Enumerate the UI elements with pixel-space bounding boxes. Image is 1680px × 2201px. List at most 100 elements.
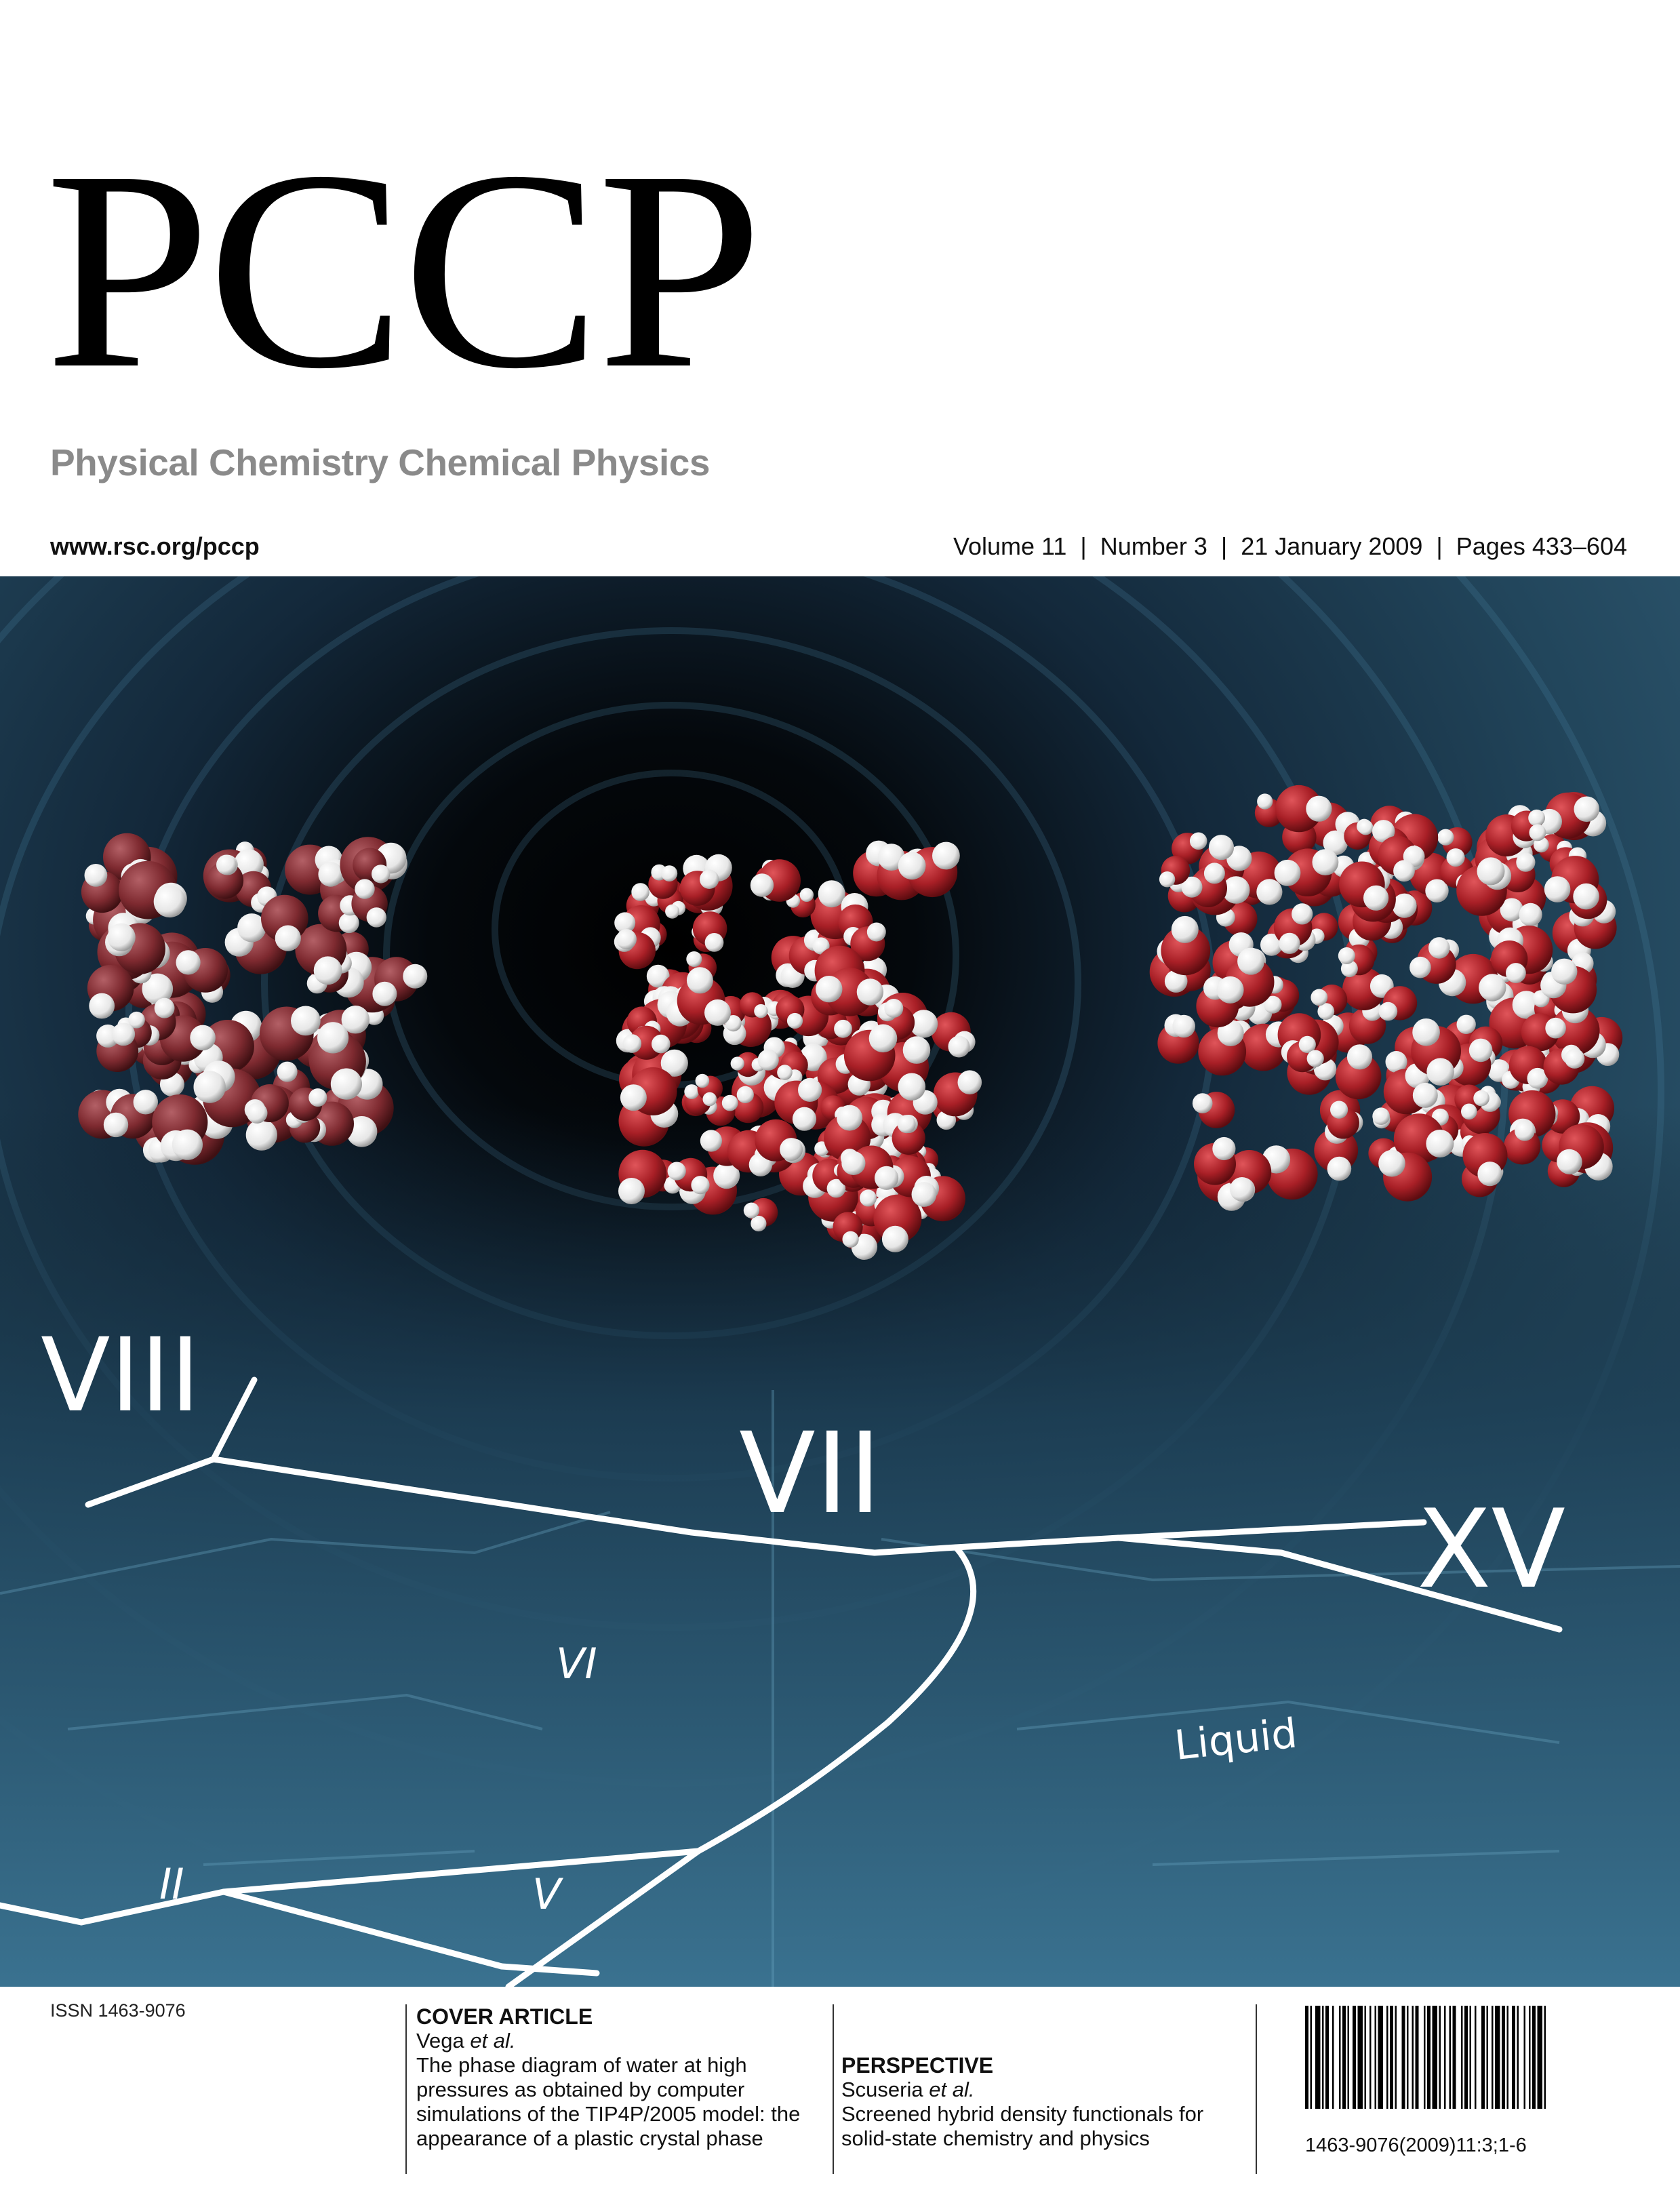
hydrogen-atom bbox=[84, 864, 108, 887]
hydrogen-atom bbox=[777, 1065, 793, 1080]
hydrogen-atom bbox=[860, 1189, 877, 1207]
hydrogen-atom bbox=[372, 865, 391, 884]
journal-url[interactable]: www.rsc.org/pccp bbox=[50, 532, 260, 560]
cover-article-heading: COVER ARTICLE bbox=[416, 2004, 593, 2029]
hydrogen-atom bbox=[1164, 970, 1188, 993]
hydrogen-atom bbox=[317, 1022, 349, 1054]
hydrogen-atom bbox=[133, 1090, 158, 1115]
barcode-bar bbox=[1502, 2006, 1505, 2109]
hydrogen-atom bbox=[142, 973, 174, 1005]
hydrogen-atom bbox=[1516, 852, 1536, 872]
barcode-bar bbox=[1325, 2006, 1329, 2109]
barcode-bar bbox=[1424, 2006, 1426, 2109]
author-etal: et al. bbox=[929, 2078, 975, 2101]
barcode-bar bbox=[1464, 2006, 1468, 2109]
hydrogen-atom bbox=[275, 925, 301, 951]
hydrogen-atom bbox=[313, 956, 342, 985]
barcode-bar bbox=[1353, 2006, 1356, 2109]
hydrogen-atom bbox=[107, 923, 136, 951]
hydrogen-atom bbox=[1528, 809, 1546, 827]
barcode-bar bbox=[1529, 2006, 1531, 2109]
barcode-bar bbox=[1315, 2006, 1321, 2109]
hydrogen-atom bbox=[661, 865, 678, 881]
barcode-bar bbox=[1369, 2006, 1372, 2109]
hydrogen-atom bbox=[1426, 1130, 1454, 1157]
barcode-bar bbox=[1537, 2006, 1542, 2109]
hydrogen-atom bbox=[646, 964, 670, 988]
hydrogen-atom bbox=[318, 862, 344, 887]
hydrogen-atom bbox=[1544, 876, 1571, 903]
hydrogen-atom bbox=[291, 1006, 321, 1036]
hydrogen-atom bbox=[103, 1112, 129, 1138]
hydrogen-atom bbox=[1279, 932, 1300, 954]
hydrogen-atom bbox=[153, 885, 186, 918]
barcode-bar bbox=[1386, 2006, 1388, 2109]
hydrogen-atom bbox=[176, 950, 201, 975]
hydrogen-atom bbox=[1338, 947, 1355, 964]
hydrogen-atom bbox=[355, 879, 375, 899]
barcode-bar bbox=[1364, 2006, 1366, 2109]
hydrogen-atom bbox=[1527, 1067, 1548, 1089]
hydrogen-atom bbox=[1477, 1162, 1502, 1187]
ice-xv-cluster bbox=[1149, 785, 1623, 1211]
perspective-authors: Scuseria et al. bbox=[841, 2078, 1203, 2102]
hydrogen-atom bbox=[660, 1049, 688, 1077]
barcode-bar bbox=[1481, 2006, 1485, 2109]
hydrogen-atom bbox=[1256, 879, 1283, 905]
ice-viii-cluster bbox=[78, 833, 428, 1165]
barcode-bar bbox=[1390, 2006, 1393, 2109]
hydrogen-atom bbox=[346, 1116, 378, 1147]
hydrogen-atom bbox=[366, 907, 386, 928]
barcode-bar bbox=[1412, 2006, 1414, 2109]
hydrogen-atom bbox=[834, 1019, 852, 1038]
hydrogen-atom bbox=[1437, 829, 1454, 846]
oxygen-atom bbox=[629, 1025, 664, 1060]
hydrogen-atom bbox=[792, 1107, 817, 1131]
hydrogen-atom bbox=[652, 1034, 671, 1054]
barcode-bar bbox=[1401, 2006, 1405, 2109]
oxygen-atom bbox=[1161, 926, 1211, 976]
cover-article-title-line: The phase diagram of water at high bbox=[416, 2053, 747, 2077]
oxygen-atom bbox=[1454, 1084, 1484, 1114]
barcode-bar bbox=[1305, 2006, 1308, 2109]
hydrogen-atom bbox=[1574, 796, 1600, 822]
hydrogen-atom bbox=[691, 1176, 710, 1195]
barcode-bar bbox=[1339, 2006, 1341, 2109]
hydrogen-atom bbox=[818, 880, 845, 908]
hydrogen-atom bbox=[1446, 848, 1465, 867]
hydrogen-atom bbox=[1340, 960, 1358, 978]
hydrogen-atom bbox=[667, 1162, 686, 1181]
cover-article-block: COVER ARTICLE Vega et al. The phase diag… bbox=[416, 2004, 800, 2151]
hydrogen-atom bbox=[812, 937, 830, 955]
hydrogen-atom bbox=[713, 1162, 740, 1189]
barcode-bar bbox=[1444, 2006, 1446, 2109]
barcode-bar bbox=[1495, 2006, 1500, 2109]
hydrogen-atom bbox=[403, 964, 428, 989]
oxygen-atom bbox=[1551, 1006, 1600, 1055]
barcode-bar bbox=[1452, 2006, 1456, 2109]
hydrogen-atom bbox=[736, 1086, 754, 1103]
hydrogen-atom bbox=[277, 1061, 298, 1082]
hydrogen-atom bbox=[875, 1166, 899, 1190]
hydrogen-atom bbox=[1425, 879, 1449, 903]
hydrogen-atom bbox=[1292, 903, 1313, 925]
footer bbox=[0, 1987, 1680, 2201]
phase-label-v: V bbox=[532, 1869, 564, 1919]
hydrogen-atom bbox=[622, 1034, 642, 1053]
hydrogen-atom bbox=[730, 1056, 744, 1071]
hydrogen-atom bbox=[1557, 1149, 1582, 1174]
hydrogen-atom bbox=[877, 844, 905, 871]
cover-article-title-line: simulations of the TIP4P/2005 model: the bbox=[416, 2102, 801, 2126]
hydrogen-atom bbox=[721, 1094, 738, 1111]
hydrogen-atom bbox=[897, 1115, 916, 1134]
phase-label-vi: VI bbox=[556, 1639, 597, 1688]
hydrogen-atom bbox=[898, 852, 926, 880]
hydrogen-atom bbox=[1237, 947, 1265, 975]
hydrogen-atom bbox=[1551, 958, 1578, 985]
hydrogen-atom bbox=[1456, 1014, 1476, 1034]
oxygen-atom bbox=[1335, 1053, 1382, 1100]
hydrogen-atom bbox=[172, 1129, 203, 1160]
hydrogen-atom bbox=[1477, 857, 1505, 886]
hydrogen-atom bbox=[614, 912, 636, 934]
hydrogen-atom bbox=[1519, 903, 1542, 926]
